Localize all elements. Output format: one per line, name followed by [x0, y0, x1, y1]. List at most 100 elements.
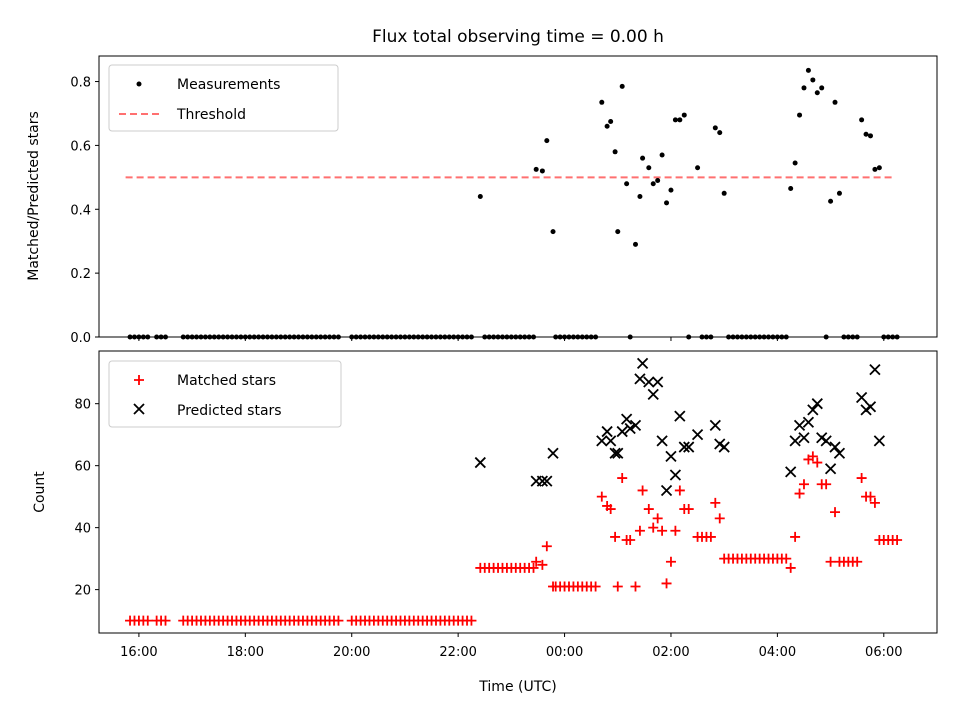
- legend-measurements-marker: [136, 81, 142, 87]
- measurement-point: [828, 198, 834, 204]
- predicted-point: [869, 363, 881, 376]
- ratio-ytick-label: 0.2: [70, 267, 91, 282]
- matched-point: [634, 525, 645, 536]
- predicted-point: [785, 466, 797, 478]
- predicted-point: [629, 419, 642, 432]
- matched-point: [852, 556, 863, 567]
- matched-point: [825, 556, 836, 567]
- predicted-point: [669, 469, 682, 481]
- predicted-point: [612, 447, 624, 459]
- predicted-point: [634, 373, 646, 385]
- measurement-point: [668, 187, 674, 193]
- ratio-legend-box: [108, 64, 339, 132]
- count-y-ticks: 20 40 60 80: [74, 398, 99, 599]
- matched-point: [637, 485, 648, 496]
- predicted-point: [829, 441, 841, 453]
- count-x-axis-label: Time (UTC): [478, 679, 556, 695]
- matched-point: [869, 497, 880, 508]
- matched-point: [794, 488, 805, 499]
- predicted-point: [793, 419, 806, 432]
- matched-point: [630, 581, 641, 592]
- measurement-point: [721, 190, 727, 196]
- count-legend-box: [108, 360, 342, 428]
- predicted-point: [541, 475, 553, 487]
- count-xtick-label: 16:00: [120, 645, 157, 660]
- matched-point: [892, 535, 903, 546]
- matched-point: [333, 615, 344, 626]
- predicted-point: [624, 422, 636, 435]
- count-xtick-label: 22:00: [439, 645, 476, 660]
- predicted-point: [616, 425, 628, 438]
- legend-matched-label: Matched stars: [177, 373, 276, 389]
- ratio-ytick-label: 0.0: [70, 331, 91, 346]
- measurement-point: [655, 178, 661, 184]
- matched-point: [790, 531, 801, 542]
- count-legend: Matched stars Predicted stars: [108, 360, 342, 428]
- predicted-point: [802, 416, 815, 428]
- matched-point: [785, 562, 796, 573]
- predicted-point: [807, 404, 819, 416]
- matched-point: [661, 578, 672, 589]
- predicted-point: [656, 435, 668, 447]
- measurement-point: [659, 152, 665, 158]
- predicted-point: [474, 456, 486, 469]
- measurement-point: [604, 123, 610, 129]
- matched-point: [856, 473, 867, 484]
- matched-point: [625, 535, 636, 546]
- matched-point: [617, 473, 628, 484]
- predicted-point: [820, 435, 832, 447]
- predicted-point: [873, 435, 885, 447]
- matched-point: [590, 581, 601, 592]
- count-ytick-label: 80: [74, 398, 91, 413]
- measurement-point: [664, 200, 670, 206]
- legend-predicted-label: Predicted stars: [177, 403, 282, 419]
- measurement-point: [615, 229, 621, 235]
- predicted-point: [691, 429, 704, 441]
- legend-measurements-label: Measurements: [177, 77, 280, 93]
- measurement-point: [695, 165, 701, 171]
- measurement-point: [599, 99, 605, 105]
- matched-point: [830, 507, 841, 518]
- measurement-point: [712, 125, 718, 131]
- predicted-point: [643, 376, 655, 388]
- matched-point: [537, 559, 548, 570]
- measurement-point: [832, 99, 838, 105]
- measurement-point: [646, 165, 652, 171]
- figure-title: Flux total observing time = 0.00 h: [372, 27, 664, 47]
- matched-point: [605, 504, 616, 515]
- predicted-point: [855, 391, 868, 404]
- matched-point: [643, 504, 654, 515]
- count-y-axis-label: Count: [32, 471, 48, 513]
- measurement-point: [810, 77, 816, 83]
- measurement-point: [681, 112, 687, 118]
- measurement-point: [619, 83, 625, 89]
- predicted-point: [678, 441, 690, 453]
- matched-point: [648, 522, 659, 533]
- predicted-point: [864, 401, 877, 413]
- matched-point: [683, 504, 694, 515]
- predicted-point: [811, 398, 823, 410]
- ratio-y-ticks: 0.0 0.2 0.4 0.6 0.8: [70, 76, 99, 346]
- count-x-ticks: 16:00 18:00 20:00 22:00 00:00 02:00 04:00 06:00: [120, 633, 903, 660]
- count-xtick-label: 20:00: [333, 645, 370, 660]
- measurement-point: [539, 168, 545, 174]
- measurement-point: [624, 181, 630, 187]
- count-xtick-label: 18:00: [227, 645, 264, 660]
- predicted-point: [824, 463, 837, 475]
- legend-threshold-label: Threshold: [176, 107, 246, 123]
- measurement-point: [867, 133, 873, 139]
- matched-point: [612, 581, 623, 592]
- ratio-x-ticks: [138, 337, 885, 341]
- measurement-point: [801, 85, 807, 91]
- predicted-point: [660, 484, 673, 497]
- ratio-legend: Measurements Threshold: [108, 64, 339, 132]
- measurement-point: [608, 118, 614, 124]
- predicted-point: [652, 376, 664, 388]
- measurement-point: [533, 166, 539, 172]
- measurement-point: [672, 117, 678, 123]
- predicted-point: [709, 419, 721, 432]
- count-ytick-label: 40: [74, 522, 91, 537]
- matched-point: [674, 485, 685, 496]
- count-xtick-label: 06:00: [865, 645, 902, 660]
- matched-point: [160, 615, 171, 626]
